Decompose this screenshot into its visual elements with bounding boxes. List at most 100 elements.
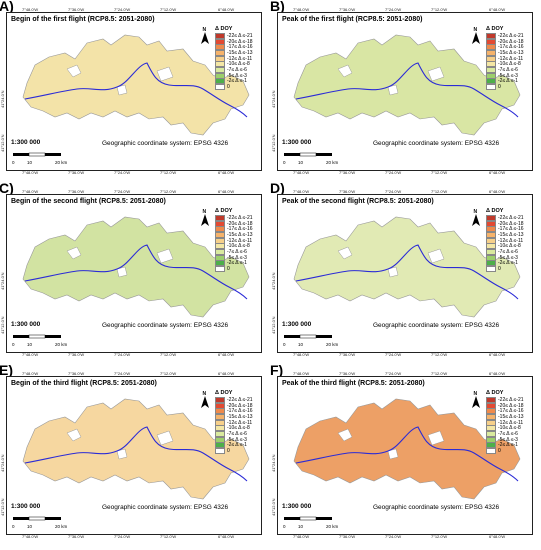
longitude-label: 7°48.0'W bbox=[293, 371, 310, 376]
longitude-label: 7°36.0'W bbox=[68, 352, 85, 357]
longitude-label: 7°48.0'W bbox=[22, 170, 39, 175]
legend-label: -2≤ Δ ≤-1 bbox=[227, 442, 247, 449]
legend-item: -7≤ Δ ≤-6 bbox=[215, 248, 259, 255]
scale-ratio: 1:300 000 bbox=[11, 139, 41, 146]
longitude-label: 6°48.0'W bbox=[489, 534, 506, 539]
legend-swatch bbox=[215, 248, 225, 255]
legend: Δ DOY -22≤ Δ ≤-21 -20≤ Δ ≤-18 -17≤ Δ ≤-16 -1… bbox=[215, 26, 259, 91]
excluded-area bbox=[387, 266, 399, 278]
legend-label: -17≤ Δ ≤-16 bbox=[498, 44, 524, 51]
legend-item: -17≤ Δ ≤-16 bbox=[486, 226, 530, 233]
north-arrow-icon: N bbox=[199, 208, 211, 228]
longitude-label: 7°48.0'W bbox=[22, 534, 39, 539]
longitude-label: 7°48.0'W bbox=[22, 352, 39, 357]
longitude-label: 6°48.0'W bbox=[218, 170, 235, 175]
scale-ratio: 1:300 000 bbox=[11, 321, 41, 328]
svg-text:N: N bbox=[474, 27, 478, 33]
legend-swatch bbox=[486, 226, 496, 233]
legend-item: 0 bbox=[215, 266, 259, 273]
panel-label: E) bbox=[0, 362, 13, 378]
legend-swatch bbox=[486, 436, 496, 443]
scale-bar: 0 10 20 km bbox=[11, 334, 71, 350]
legend-label: -10≤ Δ ≤-8 bbox=[498, 243, 521, 250]
excluded-area bbox=[156, 430, 174, 446]
legend-item: -22≤ Δ ≤-21 bbox=[486, 32, 530, 39]
longitude-label: 7°36.0'W bbox=[68, 534, 85, 539]
legend-label: -12≤ Δ ≤-11 bbox=[498, 55, 524, 62]
legend-swatch bbox=[486, 396, 496, 403]
scale-bar-tick: 0 bbox=[12, 160, 15, 165]
coordinate-system-note: Geographic coordinate system: EPSG 4326 bbox=[102, 322, 229, 329]
map-title: Begin of the first flight (RCP8.5: 2051-… bbox=[11, 16, 155, 23]
legend-swatch bbox=[215, 55, 225, 62]
legend-label: 0 bbox=[227, 448, 230, 455]
map-panel: B) Peak of the first flight (RCP8.5: 2051… bbox=[270, 0, 541, 182]
map-panel: A) Begin of the first flight (RCP8.5: 205… bbox=[0, 0, 270, 182]
longitude-label: 7°36.0'W bbox=[68, 189, 85, 194]
legend-item: -7≤ Δ ≤-6 bbox=[486, 66, 530, 73]
legend-item: -12≤ Δ ≤-11 bbox=[486, 237, 530, 244]
svg-text:N: N bbox=[203, 209, 207, 215]
legend-item: -7≤ Δ ≤-6 bbox=[215, 66, 259, 73]
legend: Δ DOY -22≤ Δ ≤-21 -20≤ Δ ≤-18 -17≤ Δ ≤-16 -1… bbox=[215, 390, 259, 455]
legend: Δ DOY -22≤ Δ ≤-21 -20≤ Δ ≤-18 -17≤ Δ ≤-16 -1… bbox=[215, 208, 259, 273]
study-area-region bbox=[293, 216, 521, 318]
longitude-label: 7°24.0'W bbox=[114, 189, 131, 194]
legend-label: -20≤ Δ ≤-18 bbox=[227, 38, 253, 45]
legend-item: -10≤ Δ ≤-8 bbox=[486, 243, 530, 250]
legend-item: -12≤ Δ ≤-11 bbox=[215, 237, 259, 244]
legend-item: -22≤ Δ ≤-21 bbox=[486, 396, 530, 403]
legend-item: -20≤ Δ ≤-18 bbox=[486, 220, 530, 227]
svg-text:N: N bbox=[203, 391, 207, 397]
latitude-label: 41°24.0'N bbox=[271, 90, 276, 109]
legend-swatch bbox=[486, 66, 496, 73]
legend-item: -10≤ Δ ≤-8 bbox=[215, 425, 259, 432]
legend-item: -15≤ Δ ≤-13 bbox=[486, 413, 530, 420]
legend-label: 0 bbox=[227, 266, 230, 273]
map-frame: Peak of the third flight (RCP8.5: 2051-2… bbox=[277, 376, 533, 535]
scale-ratio: 1:300 000 bbox=[282, 139, 312, 146]
excluded-area bbox=[156, 66, 174, 82]
legend-swatch bbox=[486, 237, 496, 244]
legend-swatch bbox=[486, 408, 496, 415]
north-arrow-icon: N bbox=[470, 26, 482, 46]
longitude-label: 7°36.0'W bbox=[339, 7, 356, 12]
latitude-label: 41°24.0'N bbox=[0, 454, 5, 473]
legend-item: -20≤ Δ ≤-18 bbox=[486, 402, 530, 409]
scale-ratio: 1:300 000 bbox=[11, 503, 41, 510]
legend-label: -5≤ Δ ≤-3 bbox=[227, 436, 247, 443]
legend-item: -5≤ Δ ≤-3 bbox=[215, 254, 259, 261]
longitude-label: 7°12.0'W bbox=[160, 7, 177, 12]
legend-label: -10≤ Δ ≤-8 bbox=[498, 61, 521, 68]
legend-swatch bbox=[486, 419, 496, 426]
longitude-label: 7°12.0'W bbox=[160, 170, 177, 175]
longitude-label: 7°12.0'W bbox=[160, 189, 177, 194]
legend-swatch bbox=[215, 220, 225, 227]
longitude-label: 7°24.0'W bbox=[114, 371, 131, 376]
legend-item: -10≤ Δ ≤-8 bbox=[486, 61, 530, 68]
scale-bar-tick: 0 bbox=[283, 342, 286, 347]
longitude-label: 6°48.0'W bbox=[489, 352, 506, 357]
legend-label: -15≤ Δ ≤-13 bbox=[498, 413, 524, 420]
longitude-label: 7°36.0'W bbox=[339, 352, 356, 357]
legend-swatch bbox=[215, 84, 225, 91]
legend-swatch bbox=[486, 38, 496, 45]
legend-label: -2≤ Δ ≤-1 bbox=[498, 260, 518, 267]
legend-item: -12≤ Δ ≤-11 bbox=[215, 419, 259, 426]
legend-swatch bbox=[486, 61, 496, 68]
longitude-label: 7°36.0'W bbox=[339, 189, 356, 194]
legend-label: -5≤ Δ ≤-3 bbox=[227, 72, 247, 79]
legend-item: -12≤ Δ ≤-11 bbox=[486, 419, 530, 426]
legend-label: -7≤ Δ ≤-6 bbox=[227, 430, 247, 437]
longitude-label: 7°24.0'W bbox=[385, 371, 402, 376]
legend-swatch bbox=[215, 78, 225, 85]
river-line bbox=[24, 244, 248, 300]
legend: Δ DOY -22≤ Δ ≤-21 -20≤ Δ ≤-18 -17≤ Δ ≤-16 -1… bbox=[486, 208, 530, 273]
longitude-label: 7°12.0'W bbox=[160, 352, 177, 357]
legend-item: -10≤ Δ ≤-8 bbox=[215, 61, 259, 68]
excluded-area bbox=[116, 448, 128, 460]
legend-item: -20≤ Δ ≤-18 bbox=[215, 220, 259, 227]
legend: Δ DOY -22≤ Δ ≤-21 -20≤ Δ ≤-18 -17≤ Δ ≤-16 -1… bbox=[486, 390, 530, 455]
legend-label: -12≤ Δ ≤-11 bbox=[227, 419, 253, 426]
latitude-label: 41°12.0'N bbox=[0, 316, 5, 335]
